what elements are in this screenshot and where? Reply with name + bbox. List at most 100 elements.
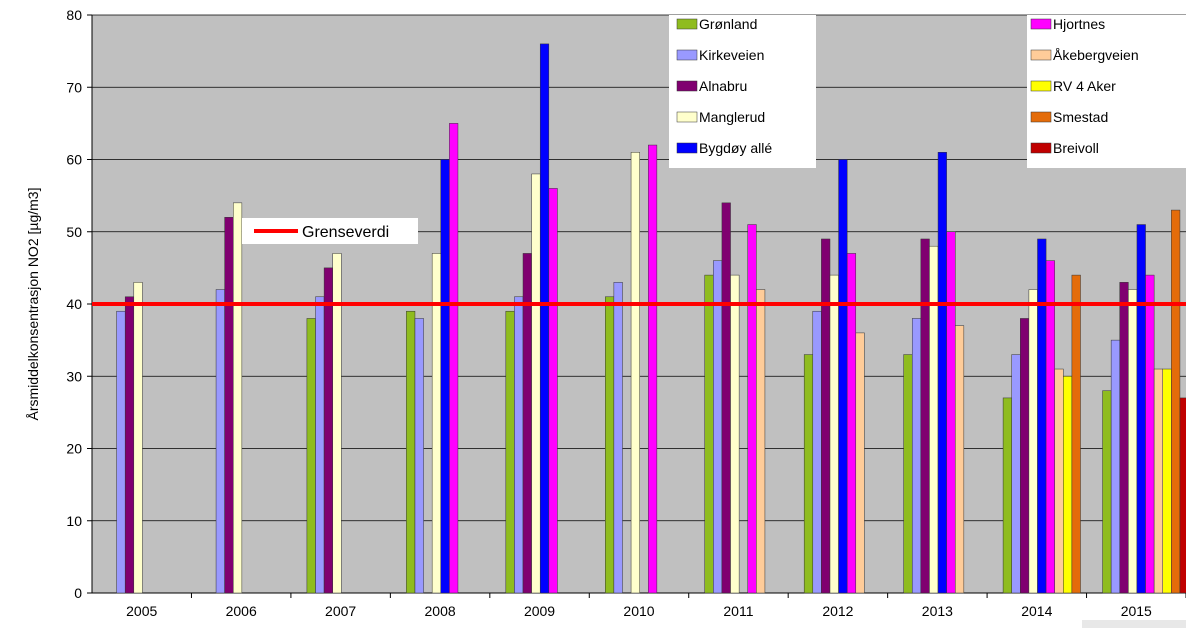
bar bbox=[233, 202, 243, 594]
legend-label: Breivoll bbox=[1053, 140, 1099, 156]
bar bbox=[903, 354, 913, 594]
y-tick-label: 80 bbox=[66, 7, 82, 23]
reference-legend-label: Grenseverdi bbox=[302, 224, 389, 241]
bar bbox=[1028, 289, 1038, 594]
bar bbox=[505, 310, 515, 594]
bar bbox=[332, 253, 342, 594]
corner-patch bbox=[1082, 620, 1186, 628]
bar bbox=[514, 296, 524, 594]
bar bbox=[1102, 390, 1112, 594]
bar bbox=[1063, 376, 1073, 594]
legend-left-box bbox=[669, 15, 816, 168]
bar bbox=[920, 238, 930, 594]
legend-label: RV 4 Aker bbox=[1053, 78, 1116, 94]
legend-right-box bbox=[1027, 15, 1186, 168]
bar bbox=[937, 152, 947, 594]
reference-legend: Grenseverdi bbox=[242, 218, 418, 244]
bar bbox=[613, 282, 623, 594]
bar bbox=[1037, 238, 1047, 594]
bar bbox=[440, 159, 450, 594]
legend-label: Hjortnes bbox=[1053, 16, 1105, 32]
bar bbox=[1153, 368, 1163, 594]
bar bbox=[803, 354, 814, 594]
legend-swatch bbox=[1030, 111, 1052, 123]
bar bbox=[946, 231, 956, 594]
bar bbox=[829, 274, 839, 594]
legend-label: Grønland bbox=[699, 16, 757, 32]
bar bbox=[713, 260, 723, 594]
y-axis-ticks: 0 10 20 30 40 50 60 70 80 bbox=[66, 7, 1186, 601]
legend-swatch bbox=[1030, 18, 1052, 30]
bar bbox=[1054, 368, 1064, 594]
bars bbox=[116, 43, 1186, 594]
bar bbox=[1119, 282, 1129, 594]
y-tick-label: 0 bbox=[74, 585, 82, 601]
bar bbox=[730, 274, 740, 594]
legend-swatch bbox=[676, 49, 698, 61]
bar bbox=[704, 274, 714, 594]
x-tick-label: 2011 bbox=[723, 603, 753, 619]
bar bbox=[531, 173, 541, 594]
bar bbox=[306, 318, 316, 594]
bar bbox=[630, 152, 640, 594]
bar bbox=[1171, 209, 1181, 594]
bar bbox=[1071, 274, 1081, 594]
bar bbox=[133, 282, 143, 594]
x-tick-label: 2009 bbox=[524, 603, 555, 619]
legend-swatch bbox=[1030, 49, 1052, 61]
legend-label: Åkebergveien bbox=[1053, 47, 1139, 63]
bar bbox=[1162, 368, 1172, 594]
bar bbox=[224, 217, 234, 594]
bar bbox=[929, 245, 939, 594]
bar bbox=[315, 296, 325, 594]
y-axis-label: Årsmiddelkonsentrasjon NO2 [µg/m3] bbox=[25, 188, 41, 421]
bar bbox=[539, 43, 550, 594]
bar bbox=[116, 310, 126, 594]
x-tick-label: 2014 bbox=[1021, 603, 1052, 619]
bar bbox=[605, 296, 615, 594]
bar bbox=[1136, 224, 1146, 594]
legend-left: Grønland Kirkeveien Alnabru Manglerud Bygdøy… bbox=[669, 15, 816, 168]
bar bbox=[449, 123, 459, 594]
bar bbox=[323, 267, 333, 594]
legend-label: Alnabru bbox=[699, 78, 747, 94]
bar bbox=[124, 296, 135, 594]
legend-label: Kirkeveien bbox=[699, 47, 764, 63]
bar bbox=[1145, 274, 1155, 594]
bar bbox=[721, 202, 731, 594]
x-axis-ticks: 2005 2006 2007 2008 2009 2010 2011 2012 2013 2014… bbox=[126, 593, 1186, 619]
x-tick-label: 2006 bbox=[226, 603, 257, 619]
legend-label: Smestad bbox=[1053, 109, 1108, 125]
bar bbox=[821, 238, 831, 594]
x-tick-label: 2012 bbox=[822, 603, 853, 619]
bar bbox=[406, 310, 416, 594]
bar bbox=[747, 224, 757, 594]
bar bbox=[812, 310, 822, 594]
legend-label: Bygdøy allé bbox=[699, 140, 772, 156]
bar bbox=[954, 325, 965, 594]
bar bbox=[1011, 354, 1021, 594]
x-tick-label: 2015 bbox=[1121, 603, 1152, 619]
bar bbox=[911, 318, 922, 594]
bar bbox=[1128, 289, 1138, 594]
x-tick-label: 2007 bbox=[325, 603, 356, 619]
bar bbox=[548, 188, 558, 594]
x-tick-label: 2013 bbox=[922, 603, 953, 619]
legend-swatch bbox=[1030, 142, 1052, 154]
legend-swatch bbox=[676, 142, 698, 154]
y-tick-label: 50 bbox=[66, 224, 82, 240]
bar bbox=[648, 144, 658, 594]
bar bbox=[1002, 397, 1012, 594]
legend-label: Manglerud bbox=[699, 109, 765, 125]
y-tick-label: 10 bbox=[66, 513, 82, 529]
legend-swatch bbox=[676, 18, 698, 30]
y-tick-label: 30 bbox=[66, 368, 82, 384]
y-tick-label: 20 bbox=[66, 441, 82, 457]
bar bbox=[1110, 339, 1120, 594]
bar bbox=[756, 289, 766, 594]
bar bbox=[838, 159, 848, 594]
y-tick-label: 40 bbox=[66, 296, 82, 312]
x-tick-label: 2010 bbox=[623, 603, 654, 619]
bar bbox=[855, 332, 865, 594]
